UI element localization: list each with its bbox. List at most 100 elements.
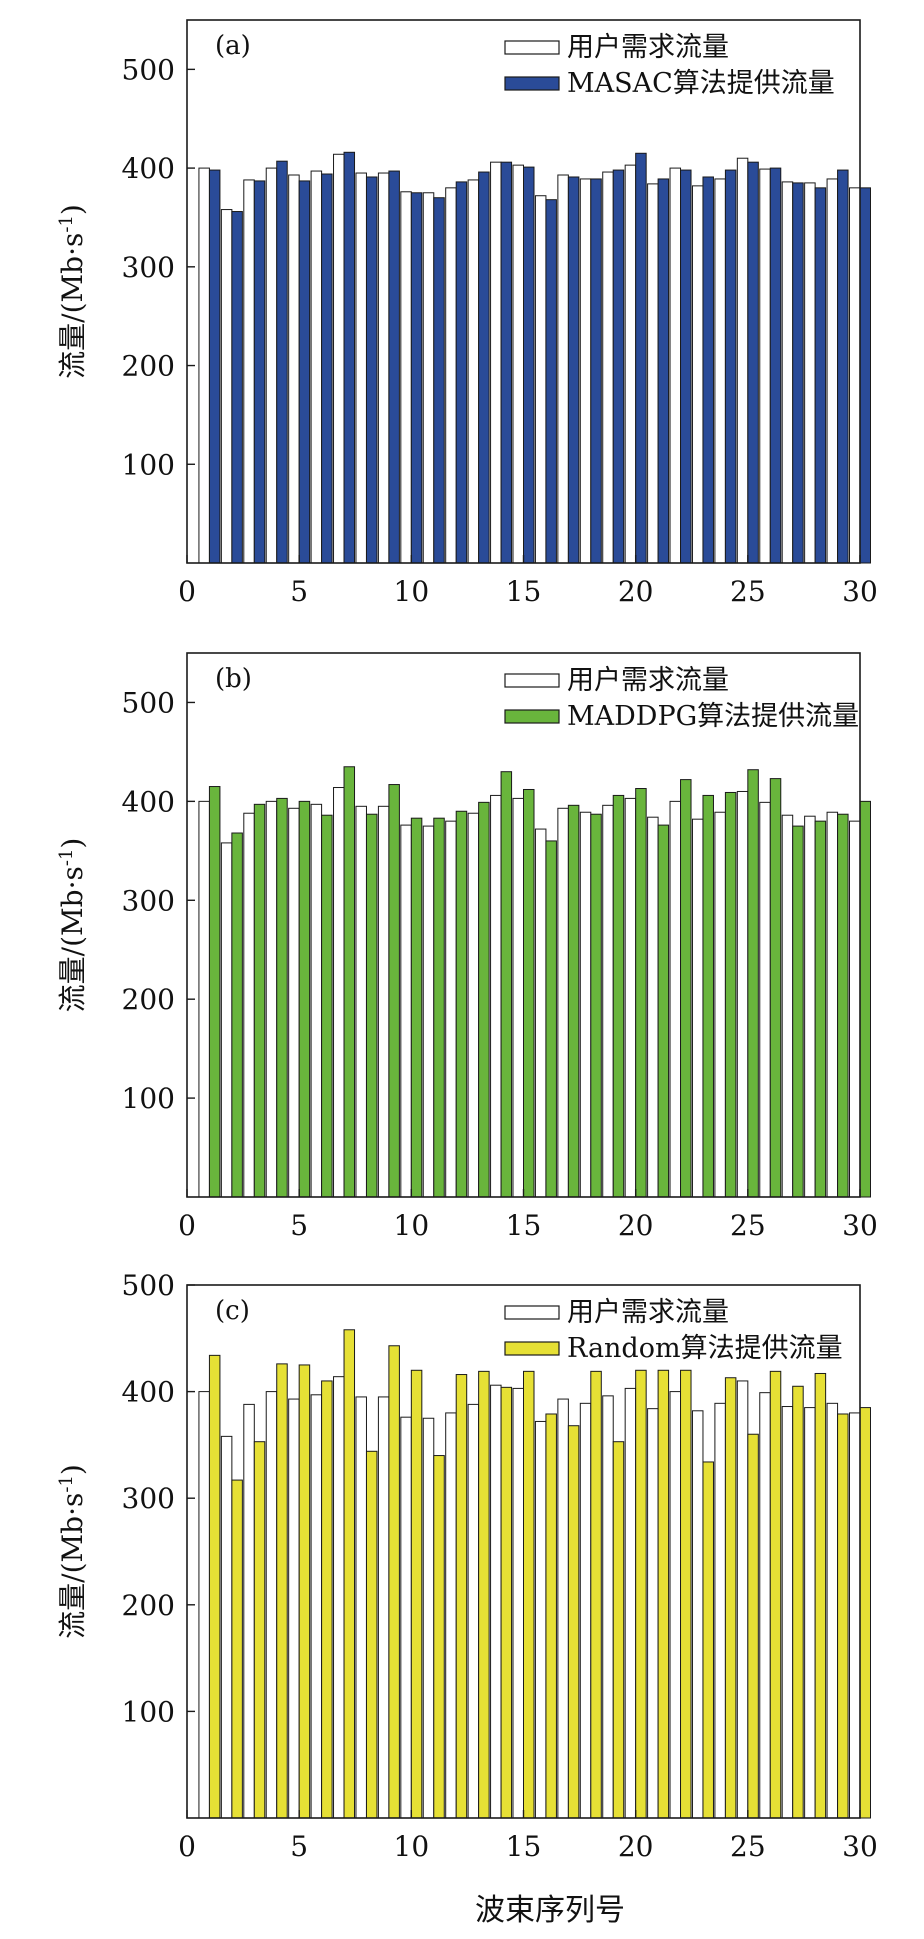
bar (410, 817, 423, 1198)
bar (208, 786, 221, 1198)
bar (657, 824, 670, 1198)
bar (612, 794, 625, 1198)
bar (310, 803, 323, 1198)
bar (500, 771, 513, 1198)
legend-swatch (504, 1341, 560, 1356)
bar (579, 178, 592, 564)
bar (455, 810, 468, 1198)
x-tick-label: 20 (618, 1209, 654, 1242)
y-tick-label: 200 (122, 983, 175, 1016)
bar (512, 164, 524, 564)
bar (545, 1413, 557, 1819)
bar (377, 805, 390, 1198)
bar (769, 778, 782, 1198)
bar (859, 1407, 871, 1819)
bar (276, 1363, 288, 1819)
bar (792, 1385, 804, 1819)
bar (769, 1370, 782, 1819)
bar (736, 790, 749, 1198)
bar (523, 1370, 535, 1819)
bar (365, 813, 378, 1198)
bar (691, 1410, 704, 1819)
bar (388, 170, 400, 564)
bar (612, 169, 625, 564)
bar (220, 842, 233, 1198)
bar (433, 1455, 445, 1819)
bar (243, 1403, 255, 1819)
x-tick-label: 5 (290, 1209, 308, 1242)
bar (310, 170, 323, 564)
legend-entry: 用户需求流量 (567, 32, 729, 63)
bar (567, 176, 580, 564)
bar (523, 788, 535, 1198)
legend-swatch (504, 40, 560, 55)
bar (724, 791, 737, 1198)
bar (724, 169, 737, 564)
y-axis-label-superscript: -1 (56, 849, 77, 867)
legend-swatch (504, 1305, 560, 1320)
y-tick-label: 400 (122, 1376, 175, 1409)
chart-panel: 100 200 300 400 500 0 5 10 15 20 25 30 流量/(Mb·s-1) (b… (56, 652, 878, 1242)
bar (433, 197, 445, 564)
bar (579, 1402, 592, 1819)
legend-entry: 用户需求流量 (567, 665, 729, 696)
bar (445, 187, 457, 564)
x-tick-label: 0 (178, 1830, 196, 1863)
bar (333, 153, 345, 564)
y-tick-label: 300 (122, 1482, 175, 1515)
bar (759, 1392, 771, 1819)
bar (388, 1345, 400, 1819)
bar (298, 1364, 311, 1819)
panel-label: (b) (215, 664, 252, 694)
bar (669, 1391, 682, 1819)
bar (624, 797, 637, 1198)
bar (814, 187, 827, 564)
x-tick-label: 0 (178, 575, 196, 608)
x-tick-label: 30 (842, 1209, 878, 1242)
bar (714, 178, 726, 564)
legend-entry: MADDPG算法提供流量 (567, 701, 859, 732)
x-tick-label: 5 (290, 575, 308, 608)
x-tick-label: 25 (730, 1209, 766, 1242)
x-tick-label: 30 (842, 1830, 878, 1863)
bar (321, 173, 333, 564)
bar (400, 1416, 412, 1819)
bar (455, 1374, 468, 1819)
y-axis-label-close: ) (56, 838, 89, 849)
bar (635, 788, 647, 1198)
bar (422, 825, 435, 1198)
legend-entry: Random算法提供流量 (567, 1333, 843, 1364)
bar (445, 820, 457, 1198)
bar (747, 161, 759, 564)
bar (500, 161, 513, 564)
bar (579, 811, 592, 1198)
bar (669, 800, 682, 1198)
legend-entry: 用户需求流量 (567, 1297, 729, 1328)
chart-panel: 100 200 300 400 500 0 5 10 15 20 25 30 流量/(Mb·s-1) (c… (56, 1269, 878, 1863)
bar (355, 1396, 367, 1819)
bar (837, 1413, 849, 1819)
bar (523, 166, 535, 564)
bar (747, 769, 759, 1198)
bar (298, 180, 311, 564)
bar (545, 199, 557, 564)
bar (388, 784, 400, 1198)
bar (288, 1398, 300, 1819)
bar (445, 1412, 457, 1819)
bar (231, 211, 243, 564)
bar (680, 1369, 692, 1819)
panel-label: (a) (215, 31, 251, 61)
y-tick-label: 100 (122, 448, 175, 481)
bar (288, 807, 300, 1198)
bar (321, 814, 333, 1198)
y-axis-label: 流量/(Mb·s-1) (56, 838, 89, 1013)
bar (781, 814, 794, 1198)
legend-swatch (504, 709, 560, 724)
bar (647, 183, 659, 564)
bar (702, 1461, 714, 1819)
y-tick-label: 500 (122, 1269, 175, 1302)
x-tick-label: 25 (730, 575, 766, 608)
bar (657, 178, 670, 564)
bar (343, 151, 356, 564)
